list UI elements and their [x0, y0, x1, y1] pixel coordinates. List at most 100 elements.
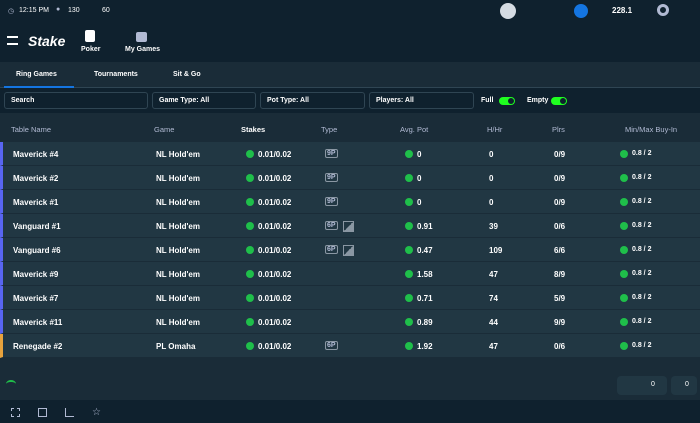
cell: 0/9: [554, 150, 566, 159]
top-bar: ◷ 12:15 PM ● 130 60 228.1: [0, 0, 700, 22]
wifi-icon: [6, 380, 16, 388]
coin-icon: [246, 342, 254, 350]
menu[interactable]: [7, 36, 18, 45]
coin-icon: [620, 294, 628, 302]
table-row[interactable]: Maverick #4 NL Hold'em 0.01/0.02 9P 0 0 0/9 0.8…: [0, 142, 700, 166]
column-header: Plrs: [552, 125, 565, 134]
dropdown-label: Game Type: All: [159, 97, 210, 104]
table-row[interactable]: Maverick #1 NL Hold'em 0.01/0.02 9P 0 0 0/9 0.8…: [0, 190, 700, 214]
cell: 1.92: [417, 342, 433, 351]
table-row[interactable]: Maverick #11 NL Hold'em 0.01/0.02 0.89 44 9/9…: [0, 310, 700, 334]
column-header: Min/Max Buy-In: [625, 125, 678, 134]
search[interactable]: Search: [4, 92, 148, 109]
coin-icon: [620, 270, 628, 278]
coin-icon: [246, 174, 254, 182]
cell: 0.8 / 2: [632, 270, 652, 277]
cell: 0: [417, 150, 422, 159]
cell: 0.91: [417, 222, 433, 231]
nav-my-games[interactable]: My Games: [125, 46, 161, 53]
clock: ◷: [8, 8, 15, 15]
cell: NL Hold'em: [156, 318, 200, 327]
nav-poker[interactable]: Poker: [81, 46, 101, 53]
cell: 5/9: [554, 294, 566, 303]
cell: 0.8 / 2: [632, 318, 652, 325]
full-label: Full: [481, 97, 494, 104]
stats[interactable]: [65, 408, 74, 417]
count-button[interactable]: 0: [671, 376, 697, 395]
nav-bar: Stake Poker My Games: [0, 22, 700, 62]
fullscreen[interactable]: [11, 408, 20, 417]
table-row[interactable]: Maverick #7 NL Hold'em 0.01/0.02 0.71 74 5/9 0…: [0, 286, 700, 310]
hide-balance[interactable]: [574, 4, 588, 18]
cell: 47: [489, 342, 498, 351]
coin-icon: [405, 198, 413, 206]
cell: PL Omaha: [156, 342, 196, 351]
coin-icon: [620, 150, 628, 158]
search-placeholder: Search: [11, 97, 35, 104]
coin-icon: [405, 174, 413, 182]
pot-type[interactable]: Pot Type: All: [260, 92, 365, 109]
cell: 0/9: [554, 198, 566, 207]
coin-icon: [620, 222, 628, 230]
cell: 0.8 / 2: [632, 198, 652, 205]
table-row[interactable]: Maverick #9 NL Hold'em 0.01/0.02 1.58 47 8/9 0…: [0, 262, 700, 286]
empty-toggle[interactable]: [551, 97, 567, 105]
coin-icon: [246, 270, 254, 278]
cell: 0.8 / 2: [632, 174, 652, 181]
cell: 8/9: [554, 270, 566, 279]
table-row[interactable]: Vanguard #6 NL Hold'em 0.01/0.02 6P 0.47 109 6…: [0, 238, 700, 262]
count-button[interactable]: 0: [617, 376, 667, 395]
game-type[interactable]: Game Type: All: [152, 92, 256, 109]
cell: NL Hold'em: [156, 150, 200, 159]
cell: NL Hold'em: [156, 198, 200, 207]
coin-icon: [405, 294, 413, 302]
tab-active: [4, 62, 74, 88]
count: 0: [651, 381, 655, 388]
cell: 0/6: [554, 222, 566, 231]
tab[interactable]: Ring Games: [16, 71, 57, 78]
players-filter[interactable]: Players: All: [369, 92, 474, 109]
cell: 0.01/0.02: [258, 342, 292, 351]
tab[interactable]: Tournaments: [94, 71, 138, 78]
coin-icon: [246, 198, 254, 206]
time: 12:15 PM: [19, 7, 49, 14]
cell: 0.01/0.02: [258, 318, 292, 327]
cell: 0.8 / 2: [632, 294, 652, 301]
table-row[interactable]: Maverick #2 NL Hold'em 0.01/0.02 9P 0 0 0/9 0.8…: [0, 166, 700, 190]
cell: 0.01/0.02: [258, 150, 292, 159]
coin-icon: [620, 198, 628, 206]
cell: 6/6: [554, 246, 566, 255]
cell: Maverick #4: [13, 150, 59, 159]
cell: 0/9: [554, 174, 566, 183]
cell: 0: [489, 198, 494, 207]
coin-icon: [620, 246, 628, 254]
cell: 109: [489, 246, 503, 255]
cell: 1.58: [417, 270, 433, 279]
settings[interactable]: [657, 4, 669, 16]
cell: 0.8 / 2: [632, 222, 652, 229]
avatar[interactable]: [500, 3, 516, 19]
cell: 0.01/0.02: [258, 222, 292, 231]
seat-badge: 9P: [325, 149, 338, 158]
tab-bar: Ring Games Tournaments Sit & Go: [0, 62, 700, 88]
seat-badge: 9P: [325, 173, 338, 182]
favorite[interactable]: ☆: [92, 407, 101, 418]
cell: 0.01/0.02: [258, 270, 292, 279]
cell: 74: [489, 294, 498, 303]
coin-icon: [405, 222, 413, 230]
cell: 0: [417, 174, 422, 183]
cell: Vanguard #6: [13, 246, 61, 255]
tab[interactable]: Sit & Go: [173, 71, 201, 78]
logo[interactable]: Stake: [28, 33, 66, 49]
games-icon: [136, 32, 147, 42]
full-toggle[interactable]: [499, 97, 515, 105]
table-row[interactable]: Renegade #2 PL Omaha 0.01/0.02 6P 1.92 47 0/6 0…: [0, 334, 700, 358]
coin-icon: [620, 318, 628, 326]
cell: 0: [489, 174, 494, 183]
window[interactable]: [38, 408, 47, 417]
cell: Vanguard #1: [13, 222, 61, 231]
cell: 0: [417, 198, 422, 207]
table-row[interactable]: Vanguard #1 NL Hold'em 0.01/0.02 6P 0.91 39 0/…: [0, 214, 700, 238]
coin-icon: [620, 342, 628, 350]
cell: 0.8 / 2: [632, 246, 652, 253]
